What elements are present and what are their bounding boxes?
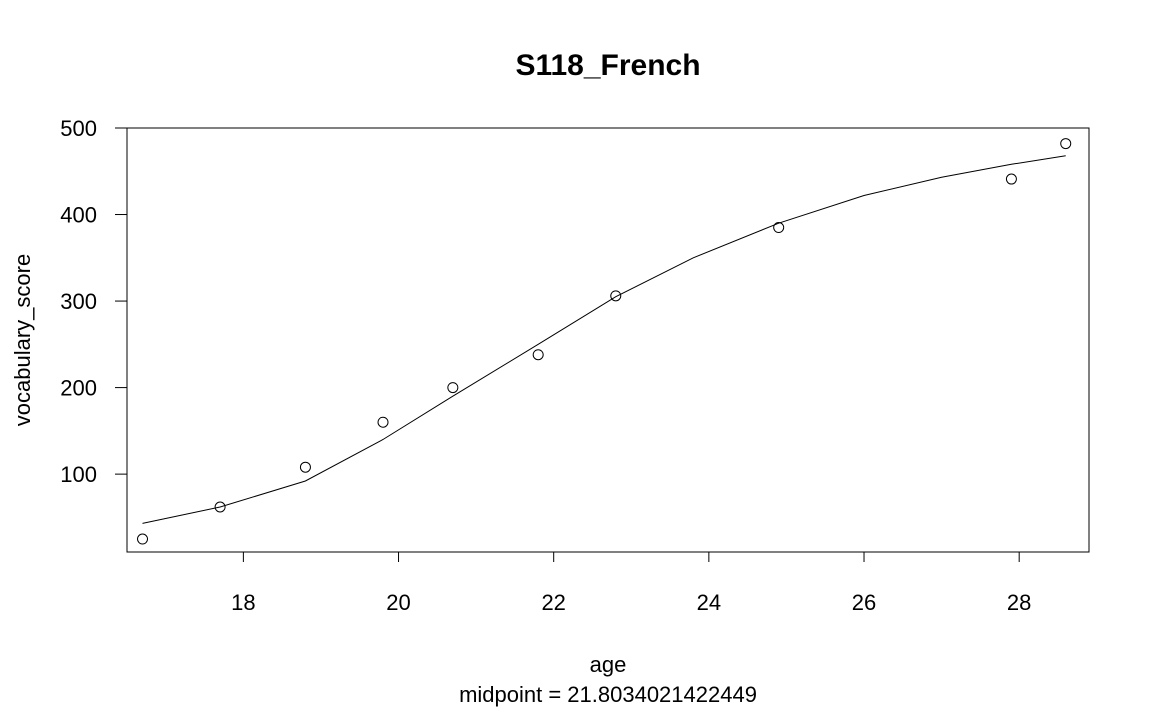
x-axis-subtitle: midpoint = 21.8034021422449	[459, 682, 757, 707]
y-tick-label: 100	[60, 462, 97, 487]
data-point	[137, 533, 149, 545]
y-tick-label: 300	[60, 289, 97, 314]
y-axis: 100 200 300 400 500	[60, 116, 127, 487]
x-tick-label: 26	[852, 590, 876, 615]
chart-title: S118_French	[515, 49, 700, 82]
x-tick-label: 18	[231, 590, 255, 615]
y-tick-label: 400	[60, 203, 97, 228]
data-point	[610, 290, 622, 302]
x-axis-label: age	[590, 652, 627, 677]
data-point	[377, 416, 389, 428]
x-tick-label: 28	[1007, 590, 1031, 615]
data-point	[299, 461, 311, 473]
data-point	[1060, 138, 1072, 150]
data-point	[214, 501, 226, 513]
data-point	[447, 382, 459, 394]
data-point	[773, 222, 785, 234]
data-points	[137, 138, 1072, 545]
x-tick-label: 22	[541, 590, 565, 615]
data-point	[1005, 173, 1017, 185]
x-axis: 18 20 22 24 26 28	[231, 552, 1031, 615]
y-tick-label: 500	[60, 116, 97, 141]
y-tick-label: 200	[60, 376, 97, 401]
fit-curve	[142, 155, 1066, 524]
x-tick-label: 20	[386, 590, 410, 615]
data-point	[532, 349, 544, 361]
y-axis-label: vocabulary_score	[10, 254, 35, 426]
x-tick-label: 24	[697, 590, 721, 615]
plot-frame	[126, 127, 1090, 553]
